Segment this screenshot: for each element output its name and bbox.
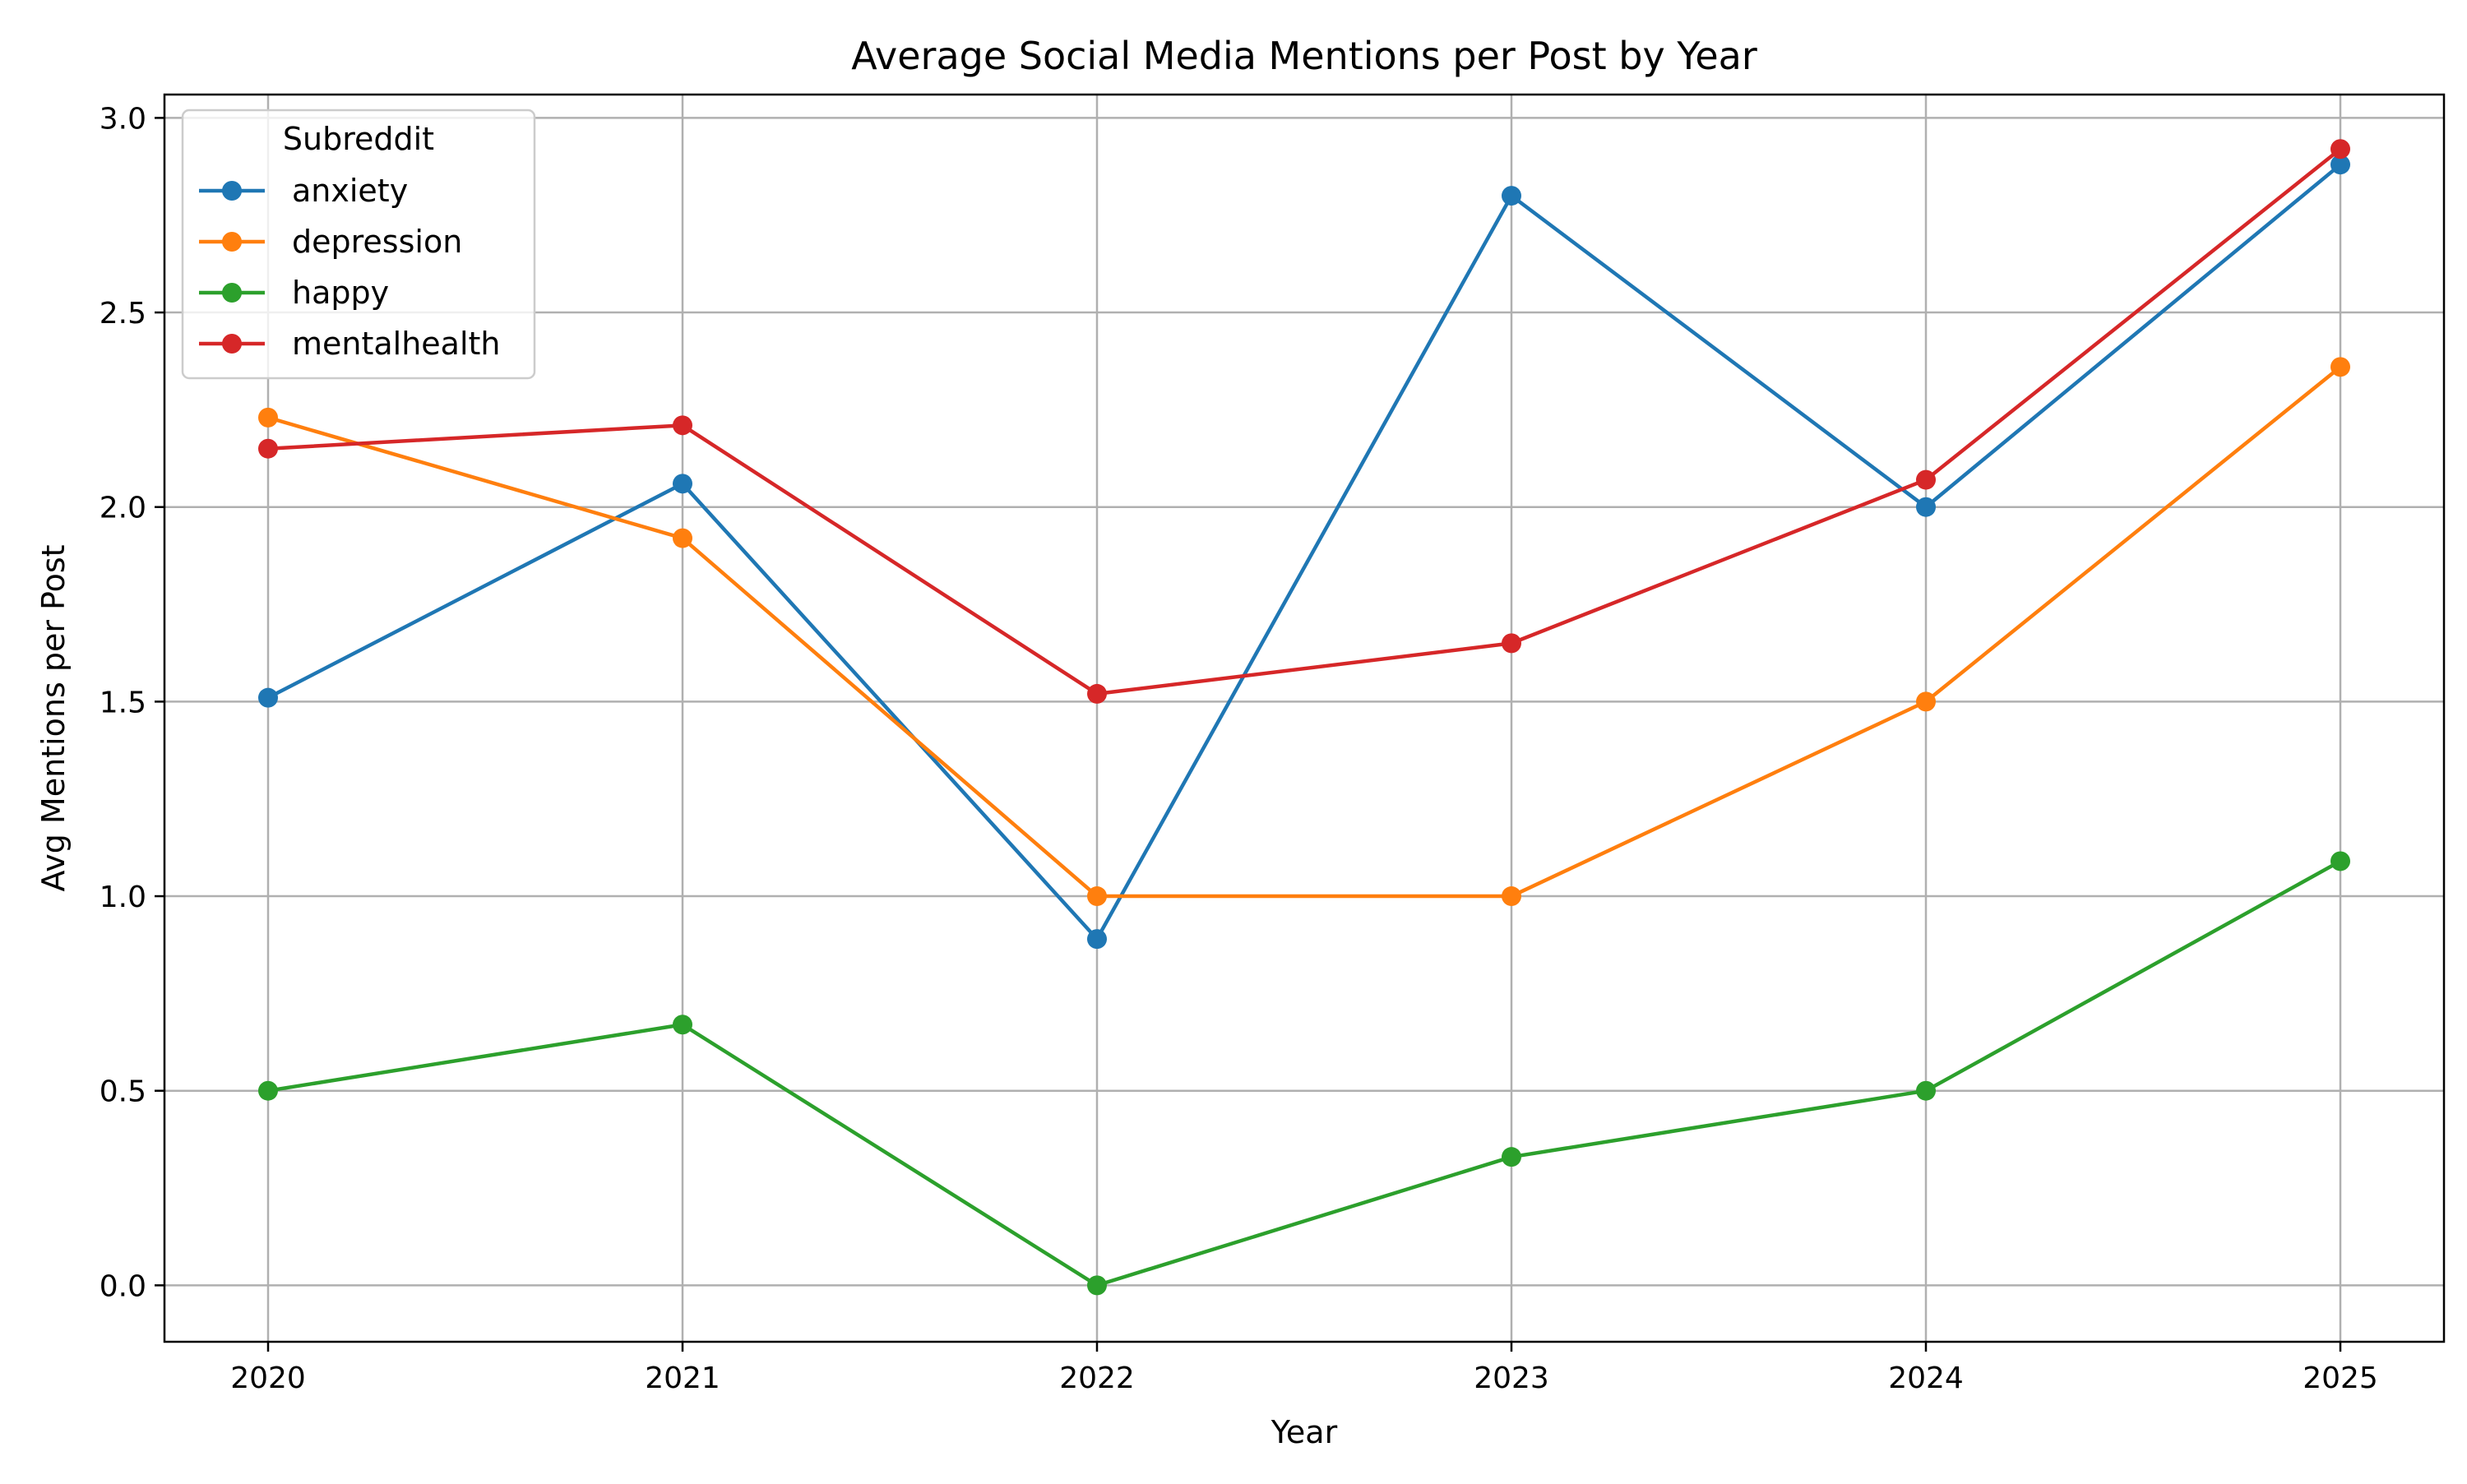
- data-point-happy-2022: [1087, 1275, 1107, 1296]
- legend-label: happy: [292, 275, 389, 311]
- legend-title: Subreddit: [283, 121, 434, 157]
- y-tick-label: 2.5: [100, 297, 146, 331]
- legend-swatch-marker: [222, 334, 242, 354]
- legend-item-happy: happy: [199, 275, 389, 311]
- legend-box: [181, 109, 536, 380]
- data-point-depression-2020: [258, 407, 278, 428]
- series-line-mentalhealth: [266, 147, 2343, 696]
- y-tick-label: 1.5: [100, 686, 146, 719]
- legend-item-depression: depression: [199, 224, 462, 260]
- series-happy: [258, 851, 2350, 1296]
- y-tick-label: 0.5: [100, 1075, 146, 1109]
- data-point-happy-2021: [673, 1015, 692, 1035]
- legend-label: anxiety: [292, 173, 408, 209]
- x-tick-label: 2020: [230, 1361, 306, 1395]
- data-point-depression-2023: [1502, 886, 1521, 907]
- series-line-anxiety: [266, 162, 2343, 941]
- legend-swatch-marker: [222, 232, 242, 252]
- data-point-mentalhealth-2021: [673, 415, 692, 436]
- y-axis-label: Avg Mentions per Post: [35, 544, 72, 891]
- x-tick-label: 2022: [1059, 1361, 1135, 1395]
- legend-item-mentalhealth: mentalhealth: [199, 326, 501, 362]
- series-mentalhealth: [258, 139, 2350, 704]
- data-point-anxiety-2022: [1087, 929, 1107, 950]
- y-tick-label: 3.0: [100, 102, 146, 136]
- y-tick-label: 1.0: [100, 881, 146, 914]
- data-point-mentalhealth-2025: [2330, 139, 2350, 159]
- data-point-anxiety-2023: [1502, 186, 1521, 206]
- tick-layer: 2020 2021 2022 2023 2024 2025 0.0 0.5 1.0 1.5 2.0 2…: [100, 102, 2378, 1395]
- legend-swatch-marker: [222, 181, 242, 201]
- x-tick-label: 2021: [645, 1361, 720, 1395]
- series-layer: [258, 139, 2350, 1296]
- data-point-happy-2024: [1916, 1080, 1936, 1101]
- data-point-mentalhealth-2020: [258, 438, 278, 459]
- data-point-happy-2025: [2330, 851, 2350, 871]
- data-point-depression-2021: [673, 528, 692, 548]
- data-point-anxiety-2025: [2330, 155, 2350, 175]
- series-depression: [258, 357, 2350, 907]
- legend-swatch-marker: [222, 283, 242, 303]
- series-line-happy: [266, 859, 2343, 1288]
- data-point-depression-2022: [1087, 886, 1107, 907]
- series-line-depression: [266, 365, 2343, 899]
- data-point-anxiety-2024: [1916, 497, 1936, 517]
- data-point-happy-2020: [258, 1080, 278, 1101]
- legend-items: anxiety depression happy mentalhealth: [199, 173, 501, 362]
- chart-title: Average Social Media Mentions per Post b…: [851, 34, 1757, 78]
- data-point-mentalhealth-2023: [1502, 633, 1521, 654]
- data-point-happy-2023: [1502, 1147, 1521, 1167]
- data-point-depression-2024: [1916, 691, 1936, 712]
- x-tick-label: 2025: [2303, 1361, 2378, 1395]
- legend: Subreddit anxiety depression happy mentalhe…: [181, 109, 536, 380]
- y-tick-label: 0.0: [100, 1269, 146, 1303]
- x-tick-label: 2023: [1474, 1361, 1549, 1395]
- data-point-mentalhealth-2022: [1087, 683, 1107, 704]
- legend-label: mentalhealth: [292, 326, 501, 362]
- series-anxiety: [258, 155, 2350, 950]
- legend-label: depression: [292, 224, 462, 260]
- x-tick-label: 2024: [1888, 1361, 1964, 1395]
- x-axis-label: Year: [1271, 1414, 1338, 1450]
- plot-area-frame: [163, 93, 2446, 1343]
- data-point-anxiety-2021: [673, 474, 692, 494]
- data-point-depression-2025: [2330, 357, 2350, 377]
- data-point-mentalhealth-2024: [1916, 469, 1936, 490]
- y-tick-label: 2.0: [100, 492, 146, 525]
- data-point-anxiety-2020: [258, 687, 278, 708]
- legend-item-anxiety: anxiety: [199, 173, 408, 209]
